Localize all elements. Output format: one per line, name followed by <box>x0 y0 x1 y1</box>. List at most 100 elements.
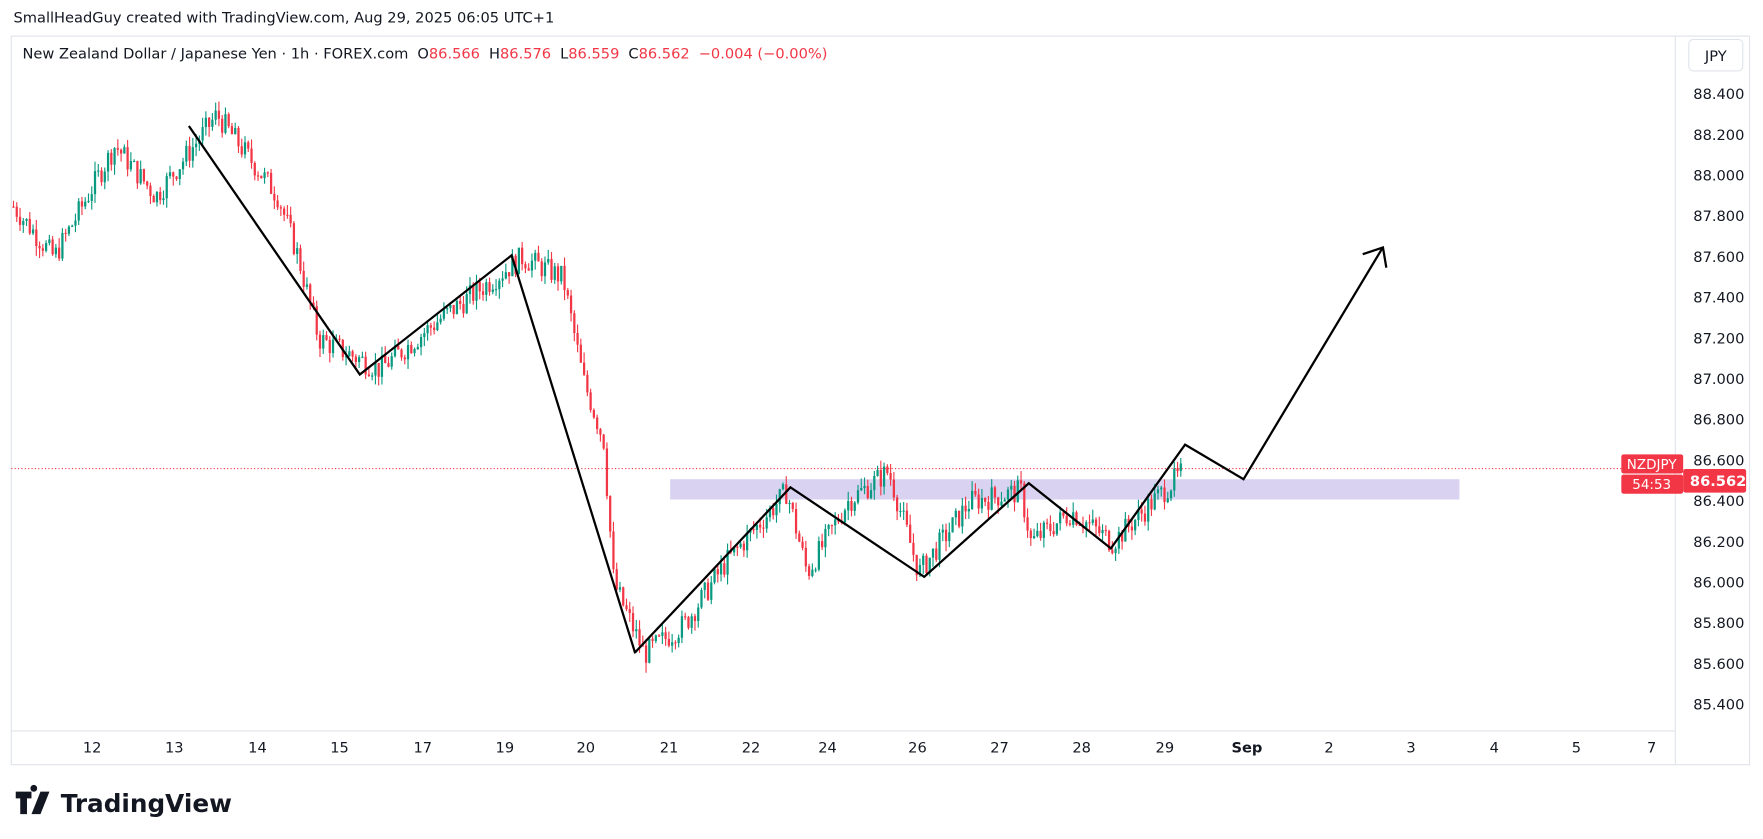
candle-body <box>1016 480 1019 503</box>
candle-body <box>977 494 980 509</box>
candle-body <box>325 335 328 340</box>
candle-body <box>1065 515 1068 524</box>
candle-body <box>31 229 35 234</box>
candle-body <box>318 334 322 349</box>
candle-body <box>426 325 429 334</box>
candle-body <box>266 172 269 174</box>
trend-drawing-down[interactable] <box>187 125 637 654</box>
candle-body <box>1010 485 1013 490</box>
candle-body <box>129 161 133 170</box>
candle-body <box>1107 530 1111 551</box>
candle-body <box>35 229 38 247</box>
candle-body <box>576 332 579 345</box>
candle-body <box>28 218 31 234</box>
price-tick-label: 85.400 <box>1693 697 1744 714</box>
candle-body <box>12 206 15 208</box>
time-tick-label: 13 <box>165 739 184 756</box>
candle-body <box>380 355 384 377</box>
candle-body <box>214 110 217 120</box>
currency-button[interactable]: JPY <box>1688 38 1744 72</box>
candle-body <box>944 529 948 542</box>
candle-body <box>723 563 726 575</box>
candle-body <box>511 255 514 277</box>
candle-body <box>449 304 452 309</box>
candle-body <box>912 542 915 555</box>
candle-body <box>961 505 964 527</box>
price-tick-label: 88.200 <box>1693 127 1744 144</box>
candle-body <box>1062 512 1065 516</box>
candle-body <box>501 278 504 281</box>
candle-body <box>521 247 524 265</box>
time-tick-label: 14 <box>248 739 267 756</box>
candle-body <box>954 510 957 518</box>
candle-body <box>74 220 77 226</box>
candle-body <box>377 362 380 377</box>
candle-body <box>413 349 416 354</box>
candle-body <box>537 252 540 262</box>
candle-body <box>664 632 667 639</box>
candle-body <box>569 295 573 314</box>
candle-body <box>384 355 387 364</box>
candle-body <box>322 335 325 349</box>
candle-body <box>465 294 468 314</box>
candle-body <box>801 541 804 548</box>
candle-body <box>292 223 296 254</box>
candle-body <box>208 117 211 127</box>
candle-body <box>873 475 876 491</box>
symbol-description: New Zealand Dollar / Japanese Yen · 1h ·… <box>22 46 408 63</box>
candle-body <box>289 214 292 224</box>
candle-body <box>736 546 739 548</box>
candle-body <box>612 531 615 570</box>
candle-body <box>253 162 256 176</box>
candle-body <box>442 309 446 319</box>
tradingview-logo[interactable]: TradingView <box>15 784 232 818</box>
candle-body <box>455 300 459 315</box>
candle-body <box>1032 536 1036 538</box>
candle-body <box>432 327 436 331</box>
candle-body <box>948 532 951 542</box>
candle-body <box>331 339 335 354</box>
candle-body <box>1029 530 1032 538</box>
candle-body <box>547 258 550 263</box>
candle-body <box>305 284 309 287</box>
candle-body <box>596 417 599 430</box>
candle-body <box>641 645 644 647</box>
candle-body <box>507 272 511 277</box>
candle-body <box>902 510 905 512</box>
candle-body <box>126 147 129 170</box>
candle-body <box>113 148 116 165</box>
candle-body <box>217 110 221 119</box>
candle-body <box>364 356 367 375</box>
candle-body <box>951 517 954 533</box>
candle-body <box>230 126 234 135</box>
candle-body <box>1023 483 1026 518</box>
projection-path[interactable] <box>634 246 1384 653</box>
candle-body <box>550 258 553 280</box>
candle-body <box>739 543 742 548</box>
candle-body <box>403 357 406 360</box>
candle-body <box>1104 529 1107 532</box>
price-tag <box>1683 468 1747 493</box>
candle-body <box>622 587 625 606</box>
candle-body <box>351 351 354 357</box>
candle-body <box>1120 531 1124 542</box>
symbol-tag <box>1621 454 1684 474</box>
candle-body <box>1075 512 1078 525</box>
candle-body <box>856 490 860 503</box>
price-tick-label: 87.200 <box>1693 330 1744 347</box>
candle-body <box>847 500 850 511</box>
candle-body <box>713 569 716 583</box>
candle-body <box>1036 530 1039 537</box>
candle-body <box>827 525 830 530</box>
candle-body <box>439 318 442 323</box>
symbol-legend: New Zealand Dollar / Japanese Yen · 1h ·… <box>22 46 827 63</box>
candle-body <box>494 289 498 291</box>
candle-body <box>344 356 348 358</box>
candle-body <box>997 497 1000 506</box>
candle-body <box>602 434 605 449</box>
candle-body <box>22 220 25 225</box>
candle-body <box>387 363 390 367</box>
candle-body <box>534 252 537 261</box>
time-tick-label: 15 <box>330 739 349 756</box>
